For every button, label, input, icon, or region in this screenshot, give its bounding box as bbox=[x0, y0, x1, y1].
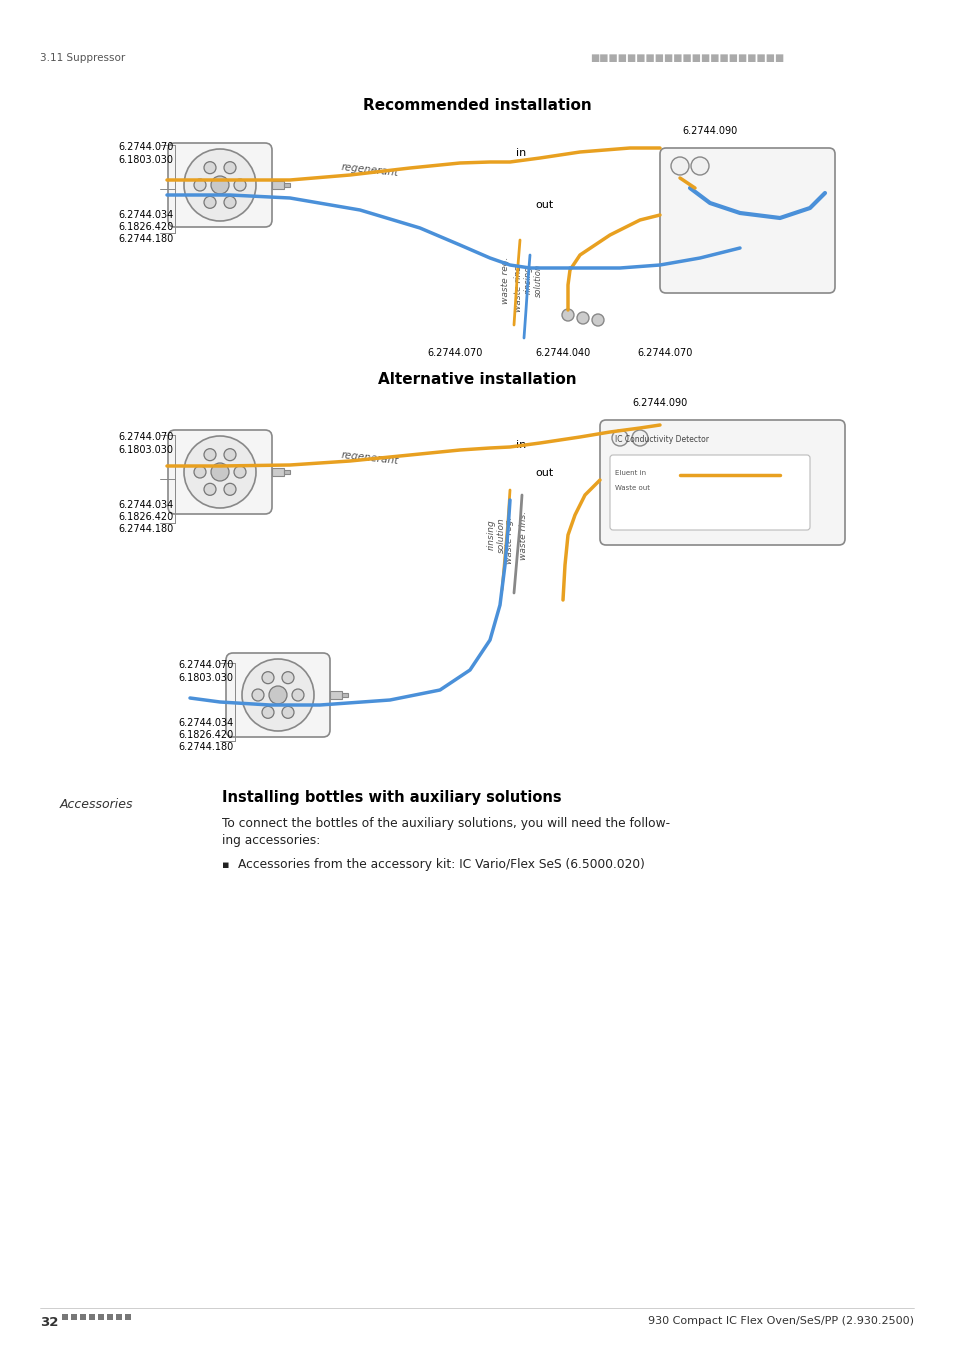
Bar bbox=[125, 1314, 131, 1320]
Text: in: in bbox=[516, 148, 526, 158]
Circle shape bbox=[211, 463, 229, 481]
Bar bbox=[341, 693, 348, 697]
Text: ▪: ▪ bbox=[222, 860, 230, 869]
Bar bbox=[62, 1314, 68, 1320]
Text: 6.2744.070: 6.2744.070 bbox=[118, 142, 173, 153]
Text: 6.2744.180: 6.2744.180 bbox=[178, 743, 233, 752]
Text: 6.2744.090: 6.2744.090 bbox=[632, 398, 687, 408]
Circle shape bbox=[224, 196, 235, 208]
Text: 930 Compact IC Flex Oven/SeS/PP (2.930.2500): 930 Compact IC Flex Oven/SeS/PP (2.930.2… bbox=[647, 1316, 913, 1326]
Text: 6.2744.070: 6.2744.070 bbox=[178, 660, 233, 670]
Circle shape bbox=[193, 180, 206, 190]
Text: 6.2744.040: 6.2744.040 bbox=[535, 348, 590, 358]
Circle shape bbox=[577, 312, 588, 324]
Text: 6.1803.030: 6.1803.030 bbox=[118, 155, 172, 165]
Text: waste reg.: waste reg. bbox=[505, 516, 514, 564]
Text: waste rins.: waste rins. bbox=[519, 510, 528, 559]
Circle shape bbox=[224, 483, 235, 495]
Text: ■■■■■■■■■■■■■■■■■■■■■: ■■■■■■■■■■■■■■■■■■■■■ bbox=[589, 53, 783, 63]
Circle shape bbox=[592, 315, 603, 325]
Bar bbox=[330, 691, 341, 699]
Text: waste reg.: waste reg. bbox=[501, 256, 510, 304]
Text: 6.2744.180: 6.2744.180 bbox=[118, 234, 173, 244]
Circle shape bbox=[233, 466, 246, 478]
Text: Recommended installation: Recommended installation bbox=[362, 99, 591, 113]
Circle shape bbox=[204, 162, 215, 174]
FancyBboxPatch shape bbox=[599, 420, 844, 545]
Circle shape bbox=[690, 157, 708, 176]
Bar bbox=[107, 1314, 112, 1320]
Bar bbox=[116, 1314, 122, 1320]
Circle shape bbox=[193, 466, 206, 478]
Circle shape bbox=[670, 157, 688, 176]
FancyBboxPatch shape bbox=[226, 653, 330, 737]
Text: rinsing
solution: rinsing solution bbox=[523, 263, 542, 297]
Text: out: out bbox=[535, 200, 553, 211]
Bar bbox=[284, 470, 290, 474]
Circle shape bbox=[204, 483, 215, 495]
Circle shape bbox=[252, 688, 264, 701]
Bar bbox=[80, 1314, 86, 1320]
Circle shape bbox=[233, 180, 246, 190]
Bar bbox=[89, 1314, 95, 1320]
Text: 6.1826.420: 6.1826.420 bbox=[178, 730, 233, 740]
FancyBboxPatch shape bbox=[609, 455, 809, 531]
Bar bbox=[272, 181, 284, 189]
Text: 32: 32 bbox=[40, 1316, 58, 1328]
Text: IC Conductivity Detector: IC Conductivity Detector bbox=[615, 435, 708, 444]
Text: 6.2744.180: 6.2744.180 bbox=[118, 524, 173, 535]
Text: regenerant: regenerant bbox=[340, 450, 399, 466]
Circle shape bbox=[282, 706, 294, 718]
Circle shape bbox=[269, 686, 287, 703]
Text: Accessories from the accessory kit: IC Vario/Flex SeS (6.5000.020): Accessories from the accessory kit: IC V… bbox=[237, 859, 644, 871]
Circle shape bbox=[262, 706, 274, 718]
Text: Waste out: Waste out bbox=[615, 485, 649, 491]
Text: Accessories: Accessories bbox=[60, 798, 133, 811]
Text: Eluent in: Eluent in bbox=[615, 470, 645, 477]
Bar bbox=[98, 1314, 104, 1320]
Circle shape bbox=[561, 309, 574, 321]
Circle shape bbox=[282, 672, 294, 683]
Text: 6.1826.420: 6.1826.420 bbox=[118, 512, 173, 522]
Text: 6.1803.030: 6.1803.030 bbox=[118, 446, 172, 455]
FancyBboxPatch shape bbox=[168, 431, 272, 514]
Text: 6.2744.070: 6.2744.070 bbox=[637, 348, 692, 358]
Text: Installing bottles with auxiliary solutions: Installing bottles with auxiliary soluti… bbox=[222, 790, 561, 805]
Text: 6.2744.034: 6.2744.034 bbox=[118, 211, 173, 220]
Text: ing accessories:: ing accessories: bbox=[222, 834, 320, 846]
Circle shape bbox=[204, 448, 215, 460]
Text: 6.1803.030: 6.1803.030 bbox=[178, 674, 233, 683]
Text: 6.2744.034: 6.2744.034 bbox=[178, 718, 233, 728]
Circle shape bbox=[224, 448, 235, 460]
Text: rinsing
solution: rinsing solution bbox=[486, 517, 505, 553]
FancyBboxPatch shape bbox=[659, 148, 834, 293]
Circle shape bbox=[184, 148, 255, 221]
Text: Alternative installation: Alternative installation bbox=[377, 373, 576, 387]
Circle shape bbox=[612, 431, 627, 446]
Circle shape bbox=[224, 162, 235, 174]
Text: 6.2744.070: 6.2744.070 bbox=[427, 348, 482, 358]
Bar bbox=[284, 184, 290, 188]
Circle shape bbox=[242, 659, 314, 730]
Text: regenerant: regenerant bbox=[340, 162, 399, 178]
Text: 6.2744.090: 6.2744.090 bbox=[681, 126, 737, 136]
Text: 6.1826.420: 6.1826.420 bbox=[118, 221, 173, 232]
Text: 6.2744.034: 6.2744.034 bbox=[118, 500, 173, 510]
Text: in: in bbox=[516, 440, 526, 450]
Text: waste rins.: waste rins. bbox=[514, 262, 523, 312]
Circle shape bbox=[184, 436, 255, 508]
Circle shape bbox=[204, 196, 215, 208]
Text: 6.2744.070: 6.2744.070 bbox=[118, 432, 173, 441]
Bar bbox=[71, 1314, 77, 1320]
FancyBboxPatch shape bbox=[168, 143, 272, 227]
Circle shape bbox=[211, 176, 229, 194]
Text: out: out bbox=[535, 468, 553, 478]
Circle shape bbox=[292, 688, 304, 701]
Circle shape bbox=[631, 431, 647, 446]
Circle shape bbox=[262, 672, 274, 683]
Text: 3.11 Suppressor: 3.11 Suppressor bbox=[40, 53, 125, 63]
Text: To connect the bottles of the auxiliary solutions, you will need the follow-: To connect the bottles of the auxiliary … bbox=[222, 817, 669, 830]
Bar bbox=[272, 468, 284, 477]
